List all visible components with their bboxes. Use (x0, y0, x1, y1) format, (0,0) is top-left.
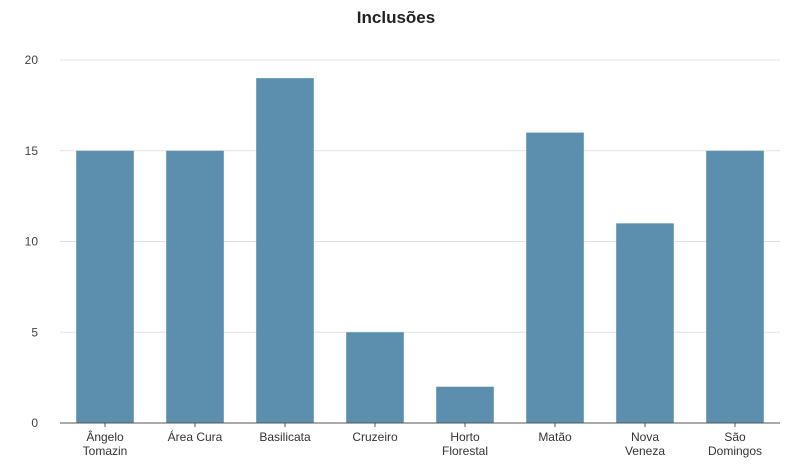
x-tick-label: Basilicata (259, 430, 311, 444)
bar (616, 223, 674, 423)
bar (166, 150, 224, 423)
bar (76, 150, 134, 423)
chart-title: Inclusões (356, 8, 436, 27)
y-tick-label: 15 (25, 144, 39, 158)
x-tick-label: São Domingos (708, 430, 762, 458)
y-tick-labels: 0 5 10 15 20 (25, 53, 39, 430)
bar (526, 132, 584, 423)
bar (256, 78, 314, 424)
x-tick-label: Horto Florestal (442, 430, 488, 458)
y-tick-label: 5 (31, 325, 38, 339)
x-tick-label: Cruzeiro (352, 430, 398, 444)
x-tick-label: Ângelo Tomazin (83, 429, 128, 458)
y-tick-label: 0 (31, 416, 38, 430)
bar (436, 386, 494, 423)
axes (60, 422, 780, 427)
bar (346, 332, 404, 423)
x-tick-label: Nova Veneza (625, 430, 665, 458)
bar (706, 150, 764, 423)
x-tick-label: Área Cura (168, 429, 223, 444)
x-tick-labels: Ângelo Tomazin Área Cura Basilicata Cruzeiro… (83, 429, 762, 458)
y-tick-label: 10 (25, 235, 39, 249)
y-tick-label: 20 (25, 53, 39, 67)
bars (76, 78, 764, 424)
x-tick-label: Matão (538, 430, 572, 444)
